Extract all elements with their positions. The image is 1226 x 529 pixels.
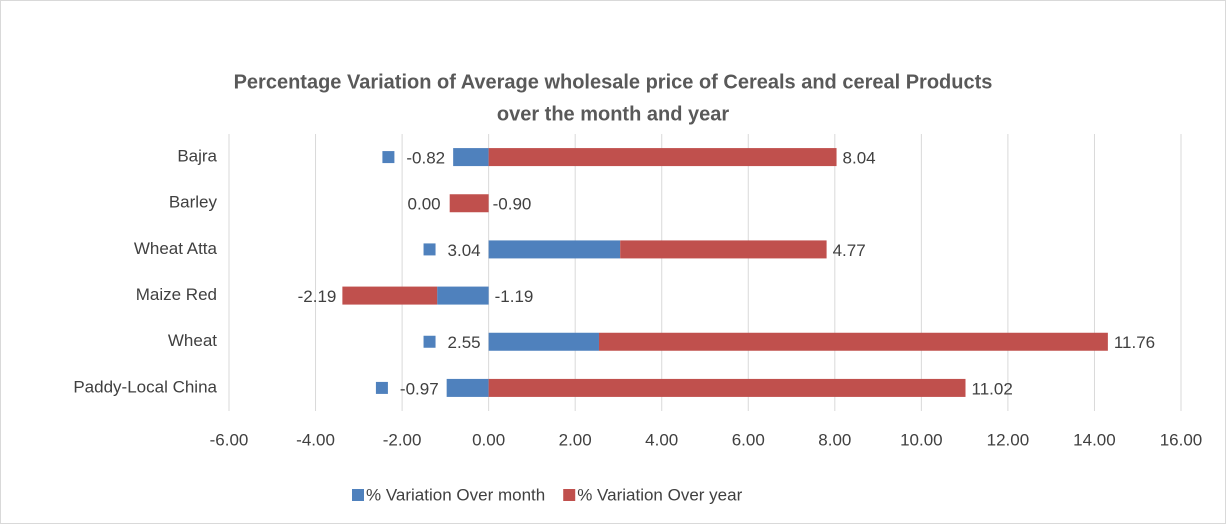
data-label: -1.19 xyxy=(495,287,534,306)
data-label: 11.76 xyxy=(1114,333,1155,352)
y-tick-label: Bajra xyxy=(177,147,217,166)
x-tick-label: 10.00 xyxy=(900,430,943,449)
x-tick-label: 0.00 xyxy=(472,430,505,449)
data-label: 2.55 xyxy=(448,333,481,352)
x-tick-label: 2.00 xyxy=(559,430,592,449)
legend-label: % Variation Over year xyxy=(577,485,742,504)
data-label: -0.90 xyxy=(493,195,532,214)
label-key xyxy=(423,243,436,256)
bar xyxy=(488,378,966,397)
data-label: 3.04 xyxy=(448,241,481,260)
bar xyxy=(488,240,621,259)
bar xyxy=(449,194,489,213)
label-key xyxy=(382,151,395,164)
bar xyxy=(342,286,438,305)
label-key xyxy=(375,381,388,394)
bar xyxy=(446,378,489,397)
x-tick-label: 8.00 xyxy=(818,430,851,449)
x-tick-label: -2.00 xyxy=(383,430,422,449)
bar xyxy=(437,286,489,305)
y-tick-label: Maize Red xyxy=(136,285,217,304)
x-tick-label: 6.00 xyxy=(732,430,765,449)
x-tick-label: 14.00 xyxy=(1073,430,1116,449)
bar xyxy=(453,148,489,167)
label-key xyxy=(423,335,436,348)
x-tick-label: -4.00 xyxy=(296,430,335,449)
y-tick-label: Wheat Atta xyxy=(134,239,218,258)
legend-swatch xyxy=(563,489,576,501)
legend-label: % Variation Over month xyxy=(366,485,545,504)
data-label: -0.82 xyxy=(406,149,445,168)
x-tick-label: 16.00 xyxy=(1160,430,1203,449)
bar xyxy=(488,148,837,167)
bar xyxy=(620,240,827,259)
x-tick-label: -6.00 xyxy=(210,430,249,449)
x-tick-label: 12.00 xyxy=(987,430,1030,449)
y-tick-label: Wheat xyxy=(168,331,217,350)
data-label: -0.97 xyxy=(400,379,439,398)
legend-swatch xyxy=(352,489,364,501)
data-label: 11.02 xyxy=(972,379,1013,398)
y-tick-label: Paddy-Local China xyxy=(73,377,217,396)
chart-title: Percentage Variation of Average wholesal… xyxy=(234,71,993,93)
x-tick-label: 4.00 xyxy=(645,430,678,449)
y-tick-label: Barley xyxy=(169,193,218,212)
data-label: 0.00 xyxy=(408,195,441,214)
data-label: -2.19 xyxy=(298,287,337,306)
data-label: 4.77 xyxy=(833,241,866,260)
bar xyxy=(598,332,1108,351)
data-label: 8.04 xyxy=(843,149,876,168)
chart-title: over the month and year xyxy=(497,103,729,125)
bar xyxy=(488,332,599,351)
